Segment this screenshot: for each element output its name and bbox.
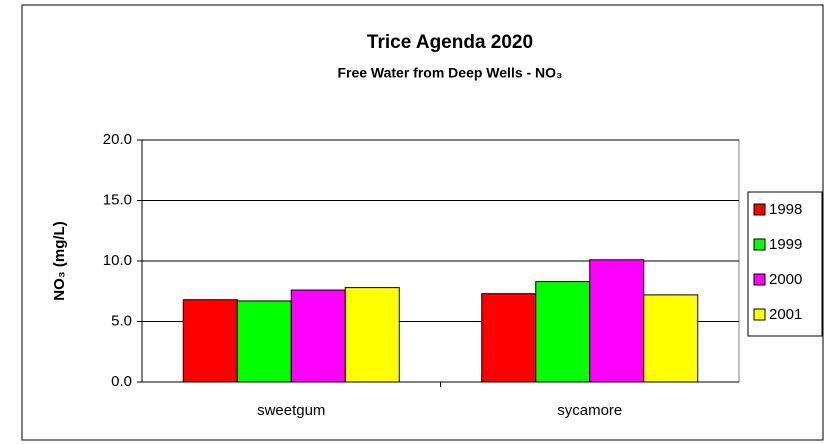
legend-label: 2001 bbox=[769, 306, 802, 323]
y-tick-label: 10.0 bbox=[103, 252, 132, 269]
legend-label: 2000 bbox=[769, 271, 802, 288]
x-tick-label: sycamore bbox=[557, 402, 622, 419]
bar bbox=[344, 287, 400, 383]
bar bbox=[535, 281, 591, 383]
legend-swatch bbox=[753, 273, 766, 286]
legend-swatch bbox=[753, 238, 766, 251]
bar bbox=[290, 289, 346, 383]
chart-subtitle: Free Water from Deep Wells - NO₃ bbox=[337, 65, 562, 81]
legend-swatch bbox=[753, 308, 766, 321]
legend-label: 1998 bbox=[769, 201, 802, 218]
bar bbox=[182, 299, 238, 383]
chart-title: Trice Agenda 2020 bbox=[367, 32, 533, 53]
x-tick-label: sweetgum bbox=[257, 402, 325, 419]
y-tick-label: 20.0 bbox=[103, 131, 132, 148]
y-tick-label: 5.0 bbox=[111, 312, 132, 329]
bar bbox=[643, 294, 699, 383]
y-axis-label: NO₃ (mg/L) bbox=[51, 221, 68, 300]
y-tick-label: 15.0 bbox=[103, 191, 132, 208]
bar bbox=[589, 259, 645, 383]
legend-swatch bbox=[753, 203, 766, 216]
bar bbox=[236, 300, 292, 383]
legend-label: 1999 bbox=[769, 236, 802, 253]
y-tick-label: 0.0 bbox=[111, 373, 132, 390]
bar bbox=[481, 293, 537, 383]
